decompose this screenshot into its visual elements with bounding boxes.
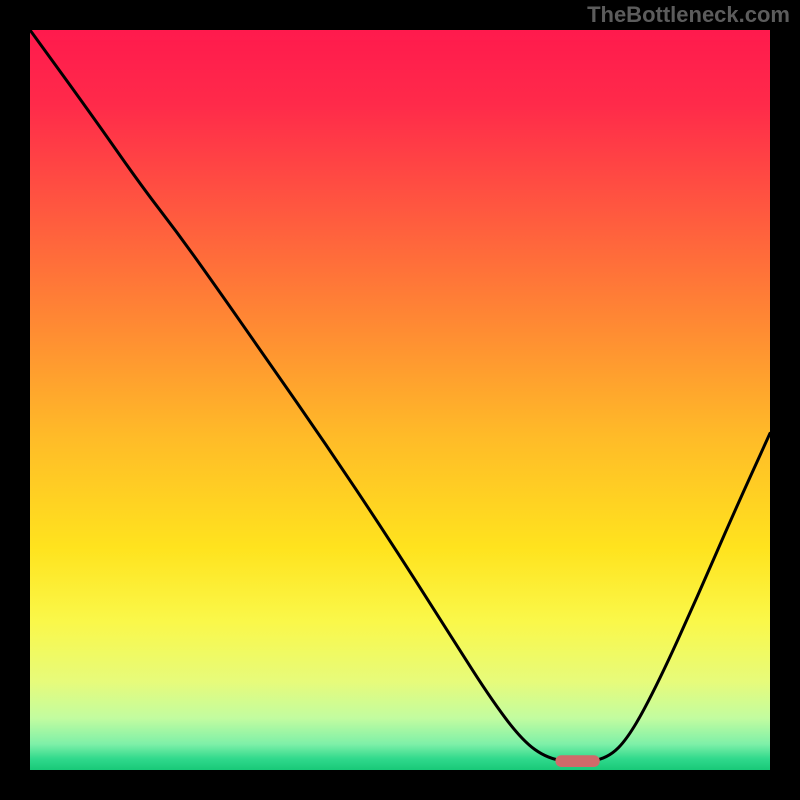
chart-svg <box>0 0 800 800</box>
optimal-zone-marker <box>555 755 599 767</box>
gradient-plot-area <box>30 30 770 770</box>
watermark-text: TheBottleneck.com <box>587 2 790 28</box>
chart-container: TheBottleneck.com <box>0 0 800 800</box>
